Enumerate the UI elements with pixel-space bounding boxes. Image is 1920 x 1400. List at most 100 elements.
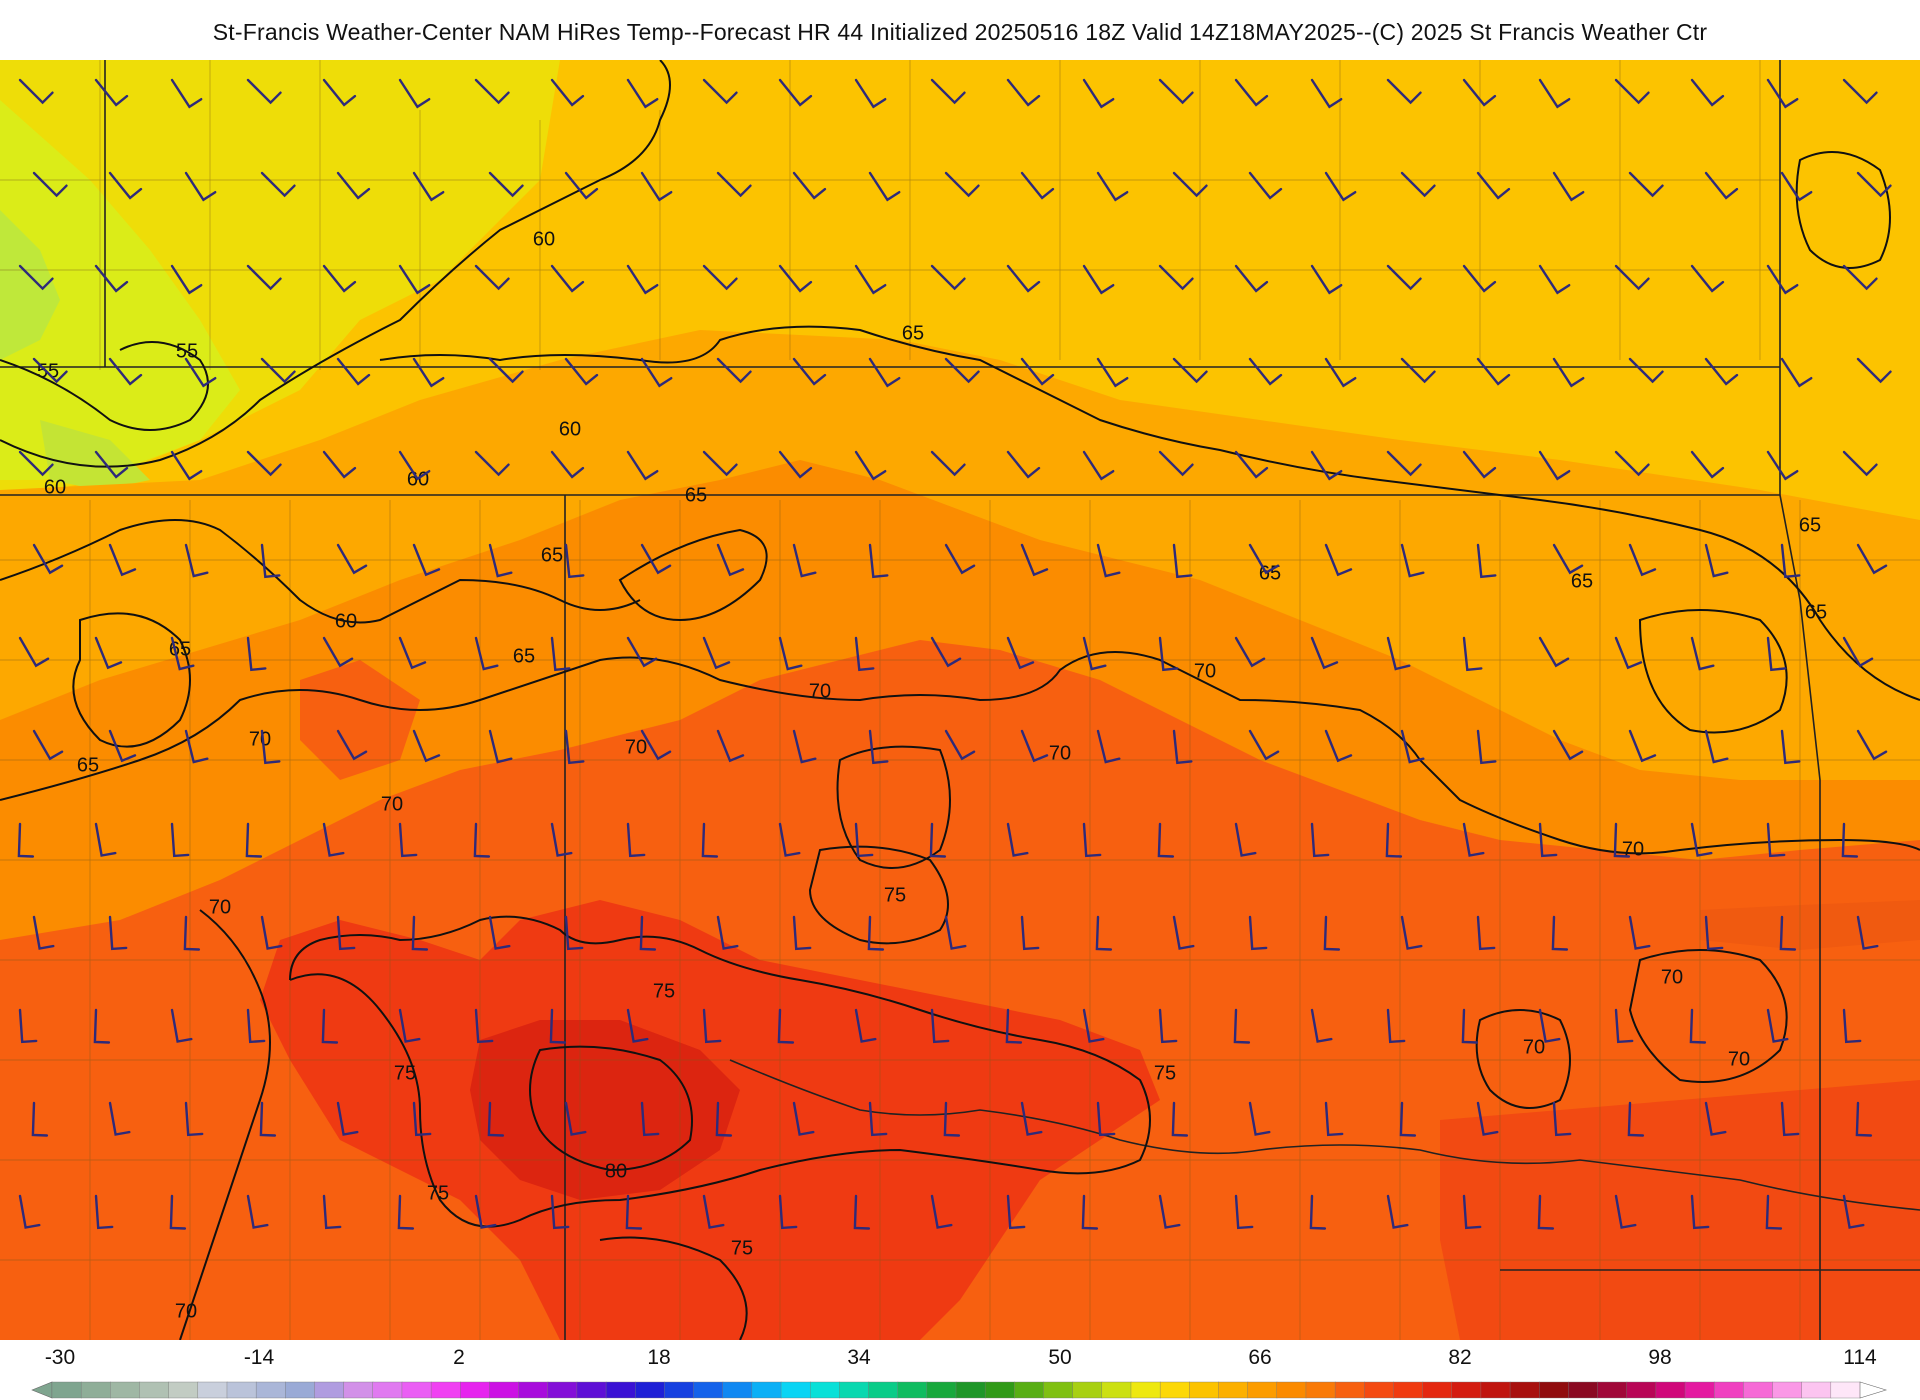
contour-label: 70 [1049, 742, 1071, 764]
contour-60-north [0, 60, 671, 468]
wind-barb [1779, 915, 1797, 951]
coolest-zone-northwest [0, 100, 240, 480]
wind-barb [1158, 450, 1194, 477]
wind-barb [1614, 1194, 1637, 1229]
colorbar-tick: 66 [1248, 1346, 1271, 1369]
wind-barb [184, 543, 209, 578]
wind-barb [930, 1194, 953, 1229]
wind-barb [792, 915, 812, 951]
wind-barb [32, 357, 68, 384]
wind-barb [1310, 1008, 1333, 1043]
wind-barb [564, 915, 584, 951]
wind-barb [930, 636, 962, 668]
colorbar: -30 -14 2 18 34 50 66 82 98 114 [31, 1346, 1888, 1399]
colorbar-swatch [955, 1381, 986, 1399]
contour-label: 70 [209, 896, 231, 918]
wind-barb [474, 78, 510, 105]
colorbar-ticks: -30 -14 2 18 34 50 66 82 98 114 [45, 1346, 1877, 1369]
contour-label: 55 [176, 340, 198, 362]
colorbar-tick: 98 [1648, 1346, 1671, 1369]
wind-barb [18, 78, 54, 105]
wind-barb [1234, 264, 1269, 293]
colorbar-tick: 82 [1448, 1346, 1471, 1369]
contour-65-north [379, 325, 1920, 701]
wind-barb [246, 450, 282, 477]
wind-barb [1690, 450, 1725, 479]
wind-barb [1780, 543, 1801, 579]
colorbar-swatch [1626, 1381, 1657, 1399]
wind-barb [1096, 1101, 1116, 1137]
wind-barb [1856, 357, 1892, 384]
wind-barb [550, 1194, 570, 1230]
wind-barb [398, 264, 431, 295]
wind-barb [260, 357, 296, 384]
colorbar-tick: 18 [647, 1346, 670, 1369]
wind-barb [550, 264, 585, 293]
wind-barb [1157, 822, 1175, 858]
colorbar-swatch [285, 1381, 316, 1399]
wind-barb [1310, 450, 1343, 481]
wind-barb [1614, 78, 1650, 105]
colorbar-swatch [139, 1381, 170, 1399]
contour-label: 75 [884, 884, 906, 906]
contour-label: 65 [541, 544, 563, 566]
wind-barb [1766, 822, 1786, 858]
wind-barb [398, 822, 418, 858]
wind-barb [31, 1101, 49, 1137]
contour-label: 75 [653, 980, 675, 1002]
wind-barb [1020, 1101, 1043, 1136]
wind-barb [398, 636, 427, 670]
wind-barb [1552, 171, 1585, 202]
wind-barb [930, 450, 966, 477]
wind-barb [1234, 1194, 1254, 1230]
contour-label: 70 [625, 736, 647, 758]
wind-barb [1476, 915, 1496, 951]
wind-barb [1385, 822, 1403, 858]
colorbar-swatch [1451, 1381, 1482, 1399]
wind-barb [1855, 1101, 1873, 1137]
colorbar-swatch [226, 1381, 257, 1399]
contour-labels: 60 65 55 55 60 60 60 65 65 60 65 65 70 6… [37, 228, 1827, 1322]
colorbar-swatch [1247, 1381, 1278, 1399]
wind-barb [854, 78, 887, 109]
colorbar-swatch [1364, 1381, 1395, 1399]
wind-barb [626, 450, 659, 481]
wind-barb [260, 729, 281, 765]
green-pocket [0, 210, 60, 360]
wind-barb [398, 450, 431, 481]
wind-barb [1614, 264, 1650, 291]
wind-barb [397, 1194, 415, 1230]
contour-label: 80 [605, 1160, 627, 1182]
colorbar-swatch [1597, 1381, 1628, 1399]
wind-barb [108, 729, 137, 763]
wind-barb [1766, 264, 1799, 295]
colorbar-swatch [1480, 1381, 1511, 1399]
wind-barb [1780, 1101, 1800, 1137]
wind-barb [1538, 450, 1571, 481]
contour-75-main [289, 915, 1151, 1228]
wind-barb [1006, 636, 1035, 670]
wind-barb [474, 1194, 497, 1229]
wind-barb [473, 822, 491, 858]
wind-barb [626, 636, 658, 668]
wind-barb [1323, 915, 1341, 951]
wind-barb [1400, 357, 1436, 384]
contour-label: 65 [513, 645, 535, 667]
wind-barb [1856, 543, 1888, 575]
wind-barb [1704, 171, 1739, 200]
wind-barb [488, 171, 524, 198]
wind-barb [1158, 78, 1194, 105]
wind-barb [778, 78, 813, 107]
wind-barb [549, 1008, 567, 1044]
wind-barb [1690, 78, 1725, 107]
wind-barb [1096, 543, 1121, 578]
colorbar-swatch [1801, 1381, 1832, 1399]
colorbar-swatch [518, 1381, 549, 1399]
wind-barb [792, 357, 827, 386]
colorbar-extend-low [31, 1381, 53, 1399]
wind-barb [1310, 636, 1339, 670]
wind-barb [1614, 450, 1650, 477]
colorbar-tick: -30 [45, 1346, 75, 1369]
wind-barb [943, 1101, 961, 1137]
wind-barb [1324, 1101, 1344, 1137]
